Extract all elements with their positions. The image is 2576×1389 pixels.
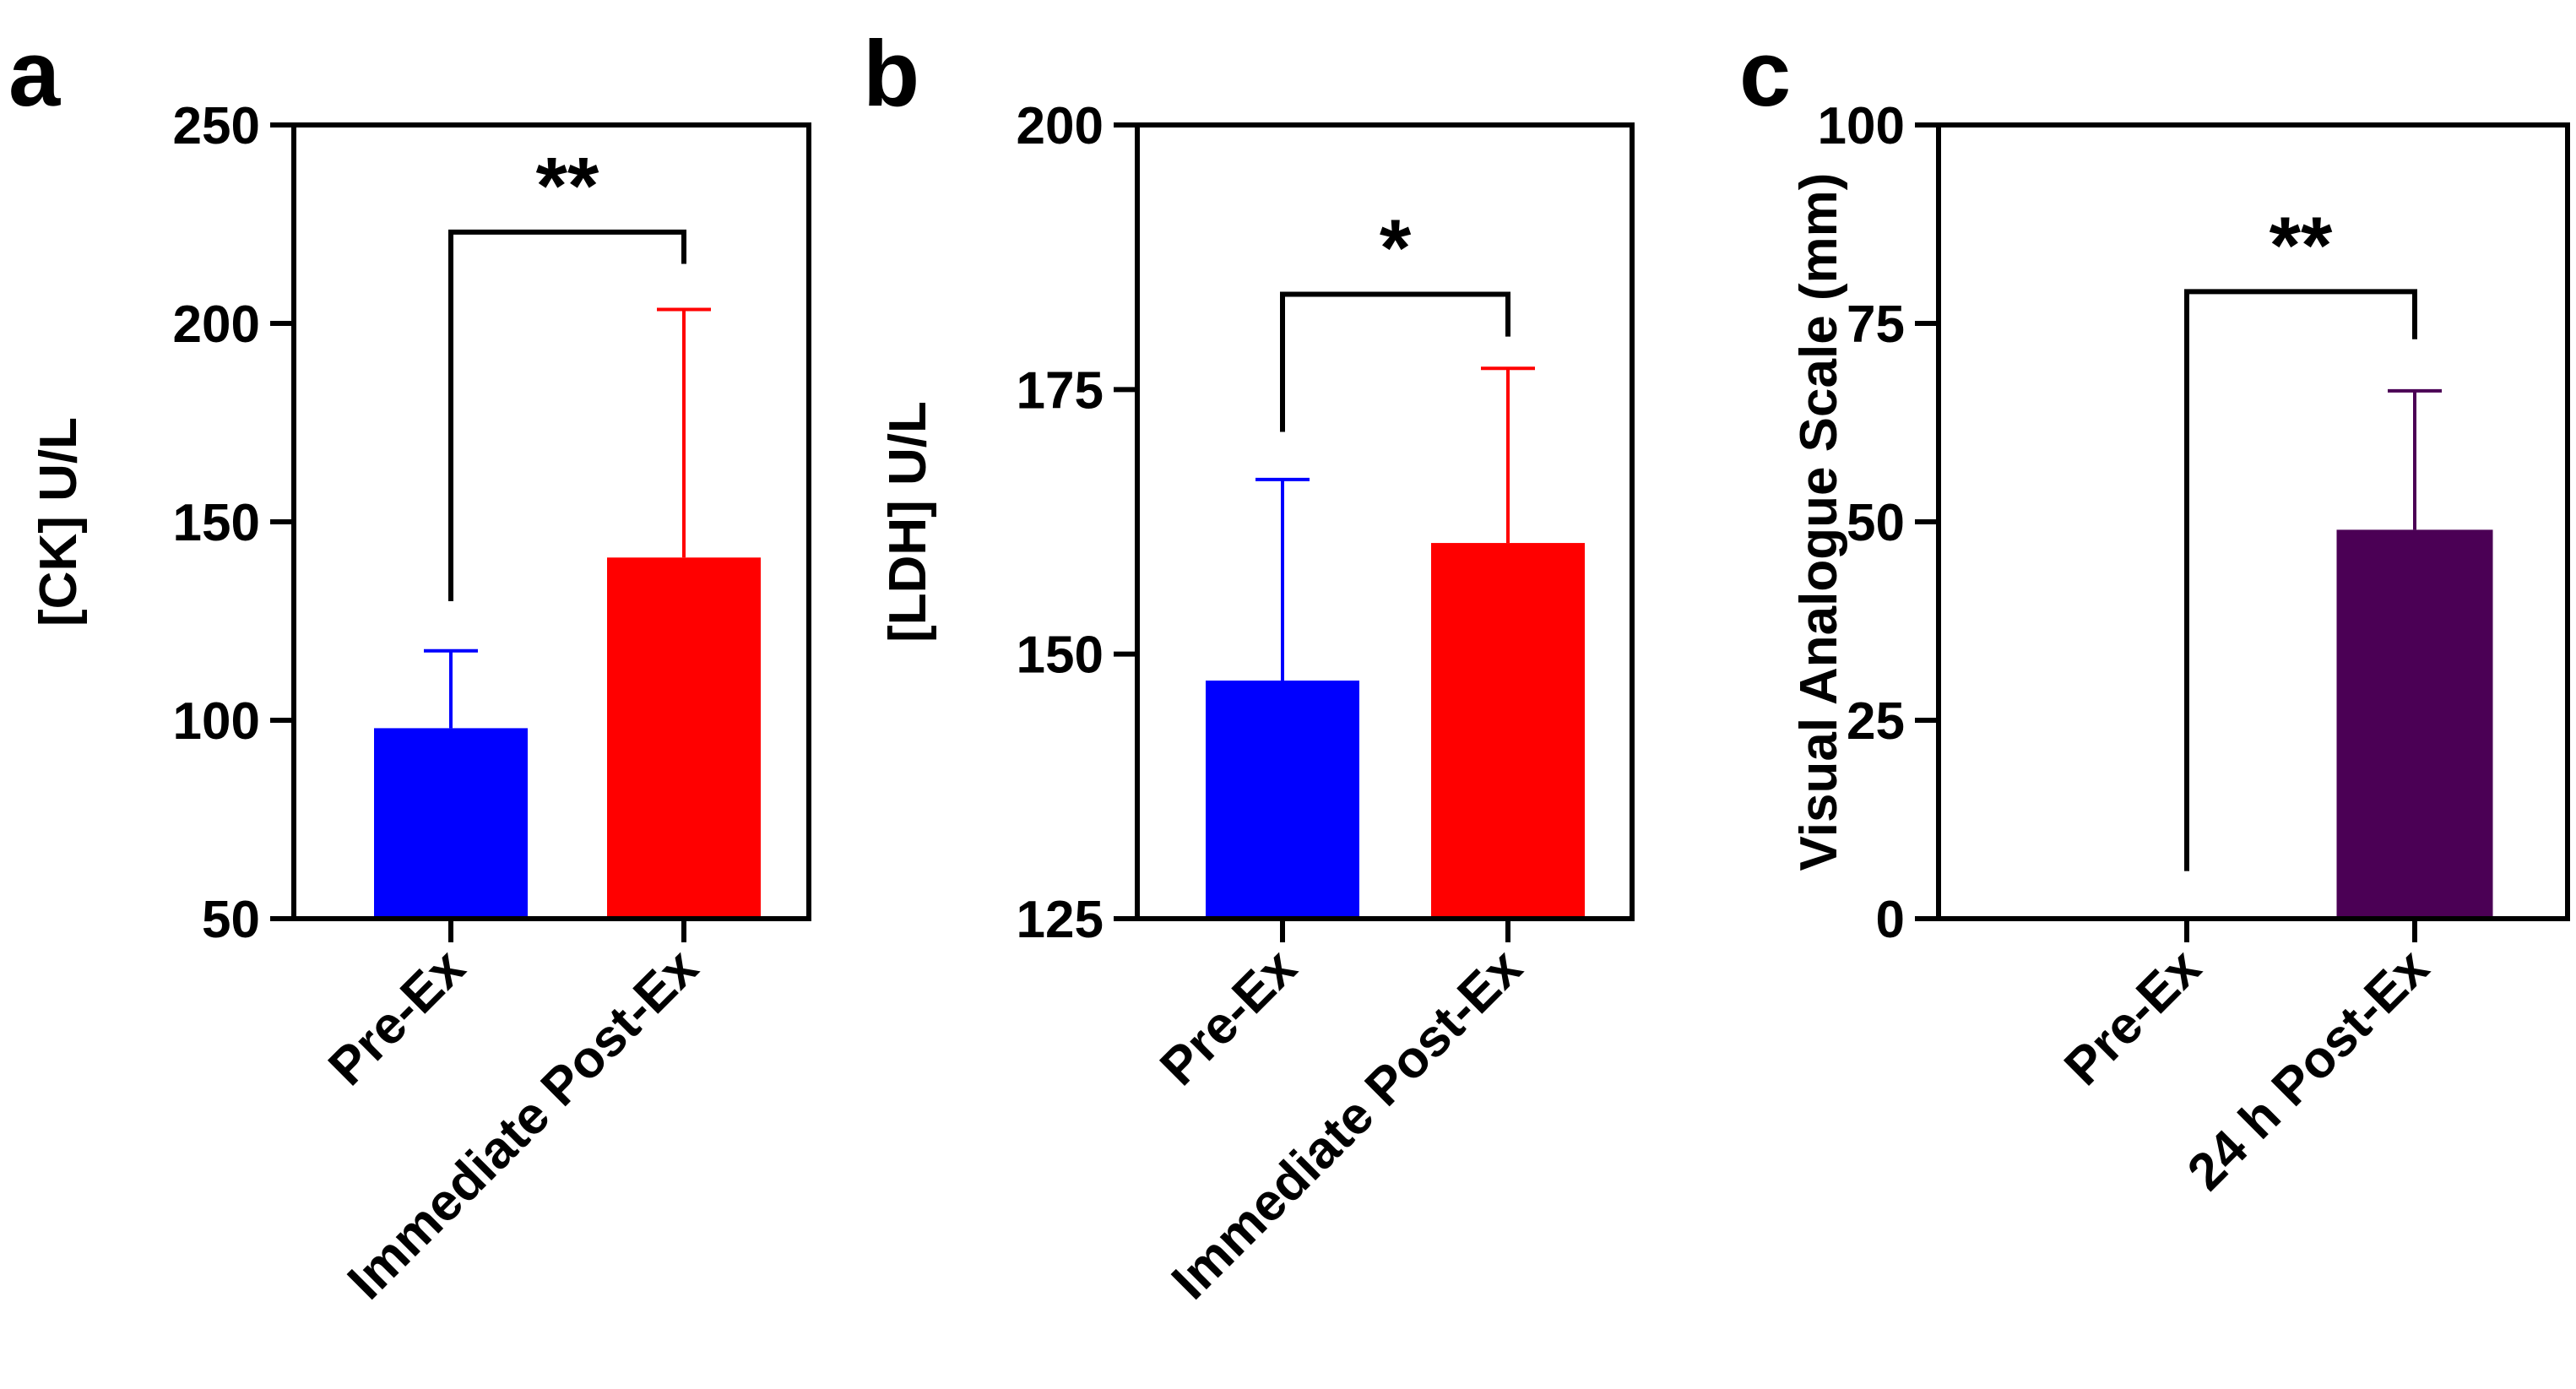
bar-2: [1431, 543, 1585, 919]
y-tick-label: 75: [1847, 296, 1905, 354]
significance-bracket: [448, 229, 686, 601]
significance-label: **: [2270, 200, 2333, 290]
x-tick-label: Pre-Ex: [1149, 938, 1308, 1097]
y-tick-label: 250: [173, 97, 260, 155]
bar-2: [2336, 529, 2493, 919]
y-axis-title: [CK] U/L: [30, 417, 88, 627]
y-axis-title: [LDH] U/L: [879, 401, 937, 643]
y-tick-label: 150: [1017, 627, 1104, 685]
y-tick-label: 0: [1876, 891, 1905, 949]
bar-2: [607, 557, 761, 919]
y-tick-label: 175: [1017, 361, 1104, 420]
panel-label: a: [8, 22, 61, 126]
x-tick-label: Pre-Ex: [317, 938, 476, 1097]
y-tick-label: 50: [202, 891, 260, 949]
panel-label: c: [1739, 22, 1791, 126]
significance-bracket: [1280, 291, 1510, 432]
significance-bracket: [2184, 289, 2417, 871]
y-tick-label: 150: [173, 494, 260, 552]
bar-1: [1206, 681, 1359, 919]
y-tick-label: 25: [1847, 692, 1905, 751]
x-tick-label: Pre-Ex: [2053, 938, 2212, 1097]
y-tick-label: 200: [1017, 97, 1104, 155]
y-tick-label: 100: [173, 692, 260, 751]
significance-label: **: [536, 141, 599, 231]
x-tick-label: 24 h Post-Ex: [2177, 938, 2440, 1202]
y-tick-label: 200: [173, 296, 260, 354]
y-tick-label: 50: [1847, 494, 1905, 552]
y-tick-label: 100: [1818, 97, 1905, 155]
y-tick-label: 125: [1017, 891, 1104, 949]
y-axis-title: Visual Analogue Scale (mm): [1790, 173, 1848, 871]
significance-label: *: [1380, 203, 1412, 294]
panel-label: b: [863, 22, 919, 126]
bar-1: [374, 728, 528, 919]
